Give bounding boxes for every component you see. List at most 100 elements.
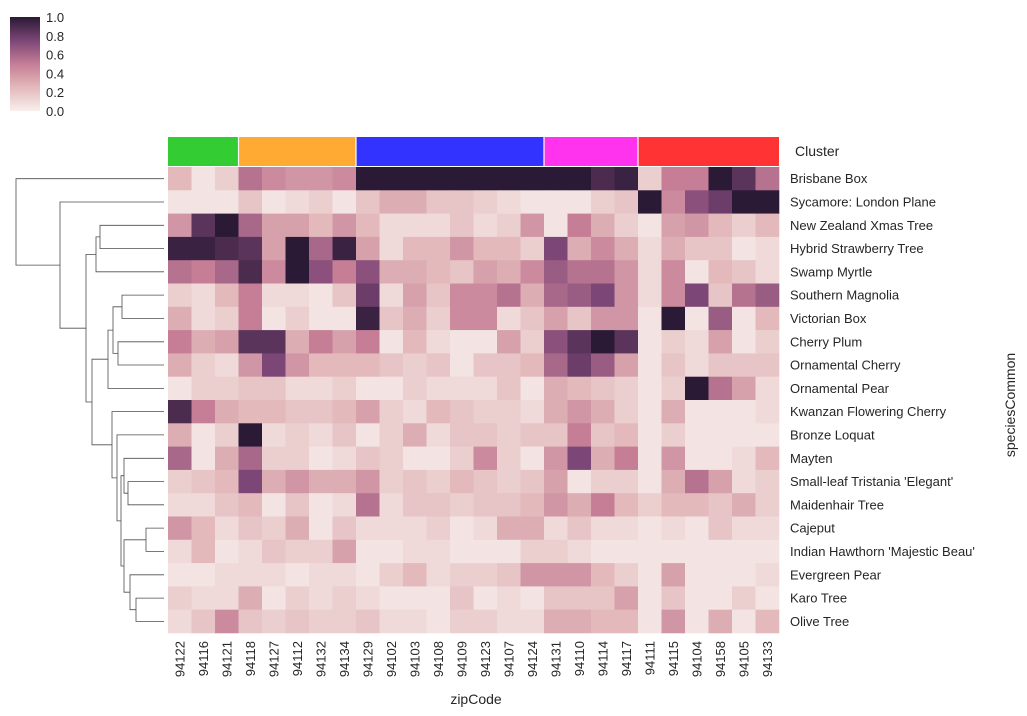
heatmap-cell [544,423,568,447]
heatmap-cell [755,516,780,541]
heatmap-cell [191,353,216,377]
heatmap-cell [426,283,451,308]
heatmap-cell [238,539,263,564]
heatmap-cell [332,469,357,494]
heatmap-cell [309,423,333,447]
heatmap-cell [285,213,310,238]
heatmap-cell [755,563,780,587]
heatmap-cell [168,376,192,401]
dendrogram-link [129,574,164,611]
heatmap-cell [450,493,474,517]
heatmap-cell [591,423,615,447]
heatmap-cell [638,423,662,447]
heatmap-cell [262,353,286,377]
heatmap-cell [426,446,451,471]
heatmap-cell [332,539,357,564]
heatmap-cell [567,330,592,354]
heatmap-cell [168,446,192,471]
heatmap-cell [285,469,310,494]
heatmap-cell [262,609,286,634]
heatmap-cell [708,353,733,377]
column-label: 94158 [713,641,728,677]
cluster-band [238,137,356,166]
heatmap-cell [755,376,780,401]
heatmap-cell [567,563,592,587]
heatmap-cell [685,330,709,354]
heatmap-cell [708,330,733,354]
heatmap-cell [332,236,357,261]
heatmap-cell [332,306,357,331]
heatmap-cell [591,493,615,517]
heatmap-cell [191,469,216,494]
heatmap-cell [638,400,662,424]
heatmap-cell [591,400,615,424]
heatmap-cell [473,423,498,447]
heatmap-cell [614,190,639,214]
heatmap-cell [403,283,427,308]
heatmap-cell [473,609,498,634]
heatmap-cell [591,283,615,308]
heatmap-cell [614,609,639,634]
heatmap-cell [168,516,192,541]
heatmap-cell [379,423,404,447]
heatmap-cell [567,306,592,331]
heatmap-cell [661,516,686,541]
column-label: 94114 [595,641,610,676]
heatmap-cell [309,516,333,541]
heatmap-cell [332,190,357,214]
heatmap-cell [332,213,357,238]
heatmap-cell [356,283,380,308]
heatmap-cell [520,190,545,214]
heatmap-cell [708,563,733,587]
heatmap-cell [638,260,662,284]
heatmap-cell [332,167,357,191]
row-label: Karo Tree [790,591,847,606]
heatmap-cell [191,446,216,471]
heatmap-cell [473,236,498,261]
heatmap-cell [755,330,780,354]
heatmap-cell [520,563,545,587]
heatmap-cell [356,563,380,587]
heatmap-cell [450,260,474,284]
heatmap-cell [755,236,780,261]
heatmap-cell [685,446,709,471]
heatmap-cell [262,376,286,401]
heatmap-cell [309,469,333,494]
heatmap-cell [450,236,474,261]
heatmap-cell [544,236,568,261]
heatmap-cell [661,423,686,447]
heatmap-cell [450,400,474,424]
heatmap-cell [661,260,686,284]
heatmap-cell [379,167,404,191]
heatmap-cell [215,586,239,610]
heatmap-cell [497,353,521,377]
heatmap-cell [168,190,192,214]
column-label: 94105 [736,641,751,677]
heatmap-cell [661,283,686,308]
heatmap-cell [403,236,427,261]
heatmap-cell [191,563,216,587]
heatmap-cell [685,213,709,238]
heatmap-cell [708,609,733,634]
heatmap-cell [520,330,545,354]
heatmap-cell [473,190,498,214]
heatmap-cell [732,469,756,494]
heatmap-cell [356,516,380,541]
heatmap-cell [262,563,286,587]
heatmap-cell [191,330,216,354]
colorbar-ticks: 0.0 0.2 0.4 0.6 0.8 1.0 [46,10,64,119]
heatmap-cell [755,493,780,517]
heatmap-cell [614,213,639,238]
heatmap-cell [285,539,310,564]
row-label: Victorian Box [790,311,867,326]
column-label: 94131 [548,641,563,677]
heatmap-cell [755,213,780,238]
heatmap-cell [309,539,333,564]
heatmap-cell [614,260,639,284]
heatmap-cell [685,400,709,424]
colorbar-tick-label: 0.4 [46,66,64,81]
heatmap-cell [191,609,216,634]
row-label: Swamp Myrtle [790,264,872,279]
heatmap-cell [426,493,451,517]
row-label: Brisbane Box [790,171,868,186]
